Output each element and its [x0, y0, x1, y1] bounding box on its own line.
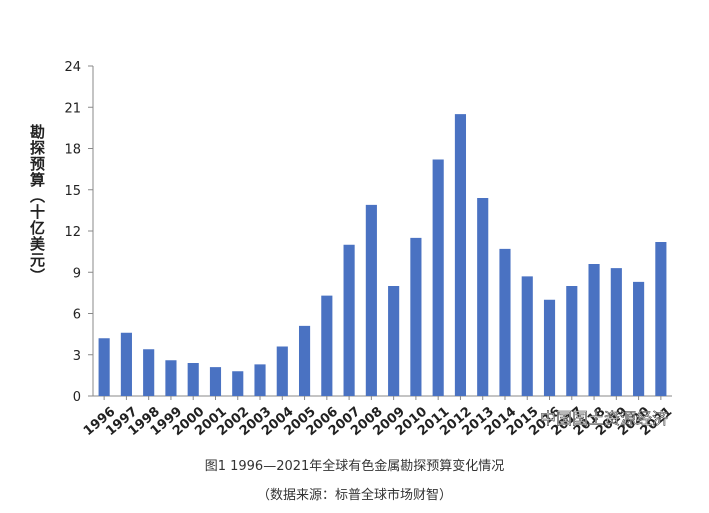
bar: [254, 364, 266, 396]
bar: [521, 276, 533, 396]
y-tick-label: 18: [64, 143, 81, 158]
bar: [477, 198, 489, 396]
bar: [165, 360, 177, 396]
y-tick-label: 6: [73, 308, 81, 323]
figure-source: （数据来源：标普全球市场财智）: [256, 488, 452, 503]
bar: [633, 281, 645, 396]
bar: [209, 367, 222, 396]
bar: [388, 286, 400, 396]
bar: [187, 363, 199, 396]
y-tick-label: 3: [73, 349, 81, 364]
watermark-text: 中国国土资源经济: [540, 409, 668, 428]
bar: [499, 248, 511, 396]
figure-caption: 图1 1996—2021年全球有色金属勘探预算变化情况: [204, 459, 505, 474]
y-axis-label: 勘探预算（十亿美元）: [28, 124, 46, 284]
bar: [588, 264, 600, 396]
bar: [365, 204, 377, 396]
bar: [543, 299, 556, 396]
bar: [343, 244, 355, 396]
y-tick-label: 21: [64, 101, 81, 116]
bar: [232, 371, 244, 396]
bar: [298, 325, 311, 396]
bar: [120, 332, 132, 396]
bar: [143, 349, 155, 396]
y-tick-label: 24: [64, 60, 81, 75]
bar: [410, 237, 422, 396]
y-tick-label: 0: [73, 390, 81, 405]
bar-chart: 0369121518212419961997199819992000200120…: [64, 60, 675, 439]
y-tick-label: 15: [64, 184, 81, 199]
y-tick-label: 12: [64, 225, 81, 240]
bar: [454, 114, 467, 396]
bar: [98, 338, 110, 396]
bar: [432, 159, 444, 396]
bar: [321, 295, 333, 396]
bar: [610, 268, 622, 396]
bar: [655, 242, 667, 396]
y-tick-label: 9: [73, 266, 81, 281]
bar: [276, 346, 288, 396]
bar: [566, 286, 578, 396]
